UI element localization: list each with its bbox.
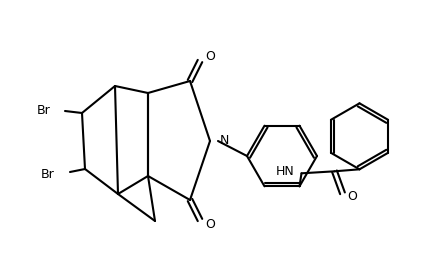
Text: O: O	[348, 190, 357, 203]
Text: O: O	[205, 49, 215, 62]
Text: Br: Br	[41, 167, 55, 180]
Text: Br: Br	[36, 104, 50, 118]
Text: O: O	[205, 219, 215, 231]
Text: N: N	[220, 134, 229, 147]
Text: HN: HN	[276, 165, 295, 178]
